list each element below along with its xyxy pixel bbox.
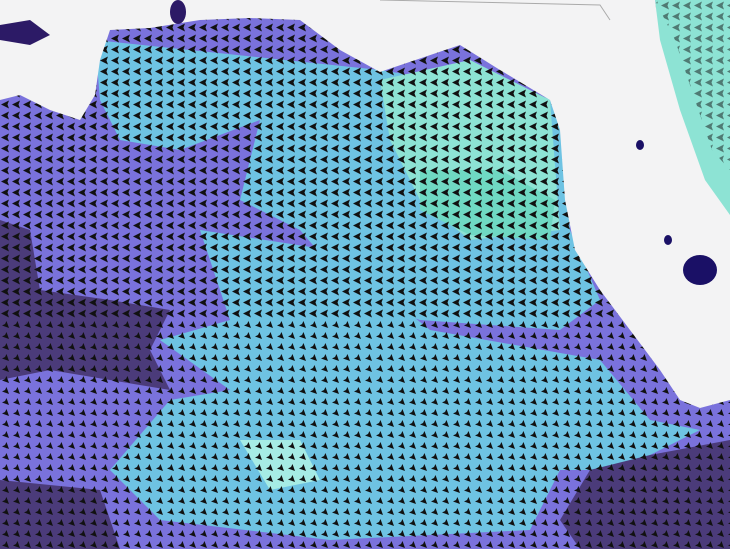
state-border — [379, 0, 611, 21]
wind-arrows — [655, 0, 730, 170]
lake — [683, 255, 717, 285]
lake — [0, 20, 50, 45]
lake — [636, 140, 644, 150]
land — [0, 0, 730, 408]
lake — [664, 235, 672, 245]
lake — [170, 0, 186, 24]
